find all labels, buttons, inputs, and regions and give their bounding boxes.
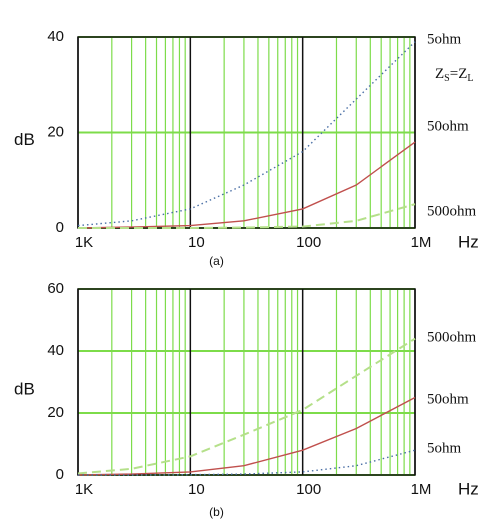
- series-label: 500ohm: [427, 329, 477, 345]
- x-tick-label: 10: [188, 234, 205, 251]
- y-tick-label: 40: [47, 28, 64, 45]
- series-label: 5ohm: [427, 31, 462, 47]
- x-tick-label: 10: [188, 481, 205, 498]
- annotation-part: Z: [435, 66, 444, 82]
- series-line: [77, 141, 416, 229]
- series-label: 50ohm: [427, 118, 469, 134]
- series-line: [78, 203, 416, 229]
- annotation: ZS=ZL: [435, 66, 473, 84]
- y-tick-label: 60: [47, 280, 64, 297]
- y-tick-label: 20: [47, 123, 64, 140]
- series-line: [77, 337, 416, 475]
- x-tick-label: 1K: [75, 234, 93, 251]
- chart-caption: (a): [209, 254, 224, 268]
- y-axis-label: dB: [14, 379, 35, 398]
- x-axis-label: Hz: [458, 232, 479, 251]
- x-axis-label: Hz: [458, 479, 479, 498]
- series-label: 5ohm: [427, 440, 462, 456]
- annotation-part: L: [467, 73, 473, 84]
- x-tick-label: 100: [296, 234, 321, 251]
- x-tick-label: 1M: [411, 481, 432, 498]
- x-tick-label: 100: [296, 481, 321, 498]
- y-tick-label: 0: [56, 466, 64, 483]
- annotation-part: =Z: [450, 66, 468, 82]
- series-line: [77, 396, 416, 476]
- plot-frame: [77, 288, 416, 476]
- series-label: 50ohm: [427, 391, 469, 407]
- x-tick-label: 1M: [411, 234, 432, 251]
- y-axis-label: dB: [14, 130, 35, 149]
- y-tick-label: 0: [56, 219, 64, 236]
- chart-caption: (b): [209, 505, 224, 519]
- series-label: 500ohm: [427, 203, 477, 219]
- x-tick-label: 1K: [75, 481, 93, 498]
- annotation-part: S: [444, 73, 450, 84]
- y-tick-label: 40: [47, 342, 64, 359]
- series-line: [77, 41, 416, 227]
- y-tick-label: 20: [47, 404, 64, 421]
- series-line: [78, 449, 416, 476]
